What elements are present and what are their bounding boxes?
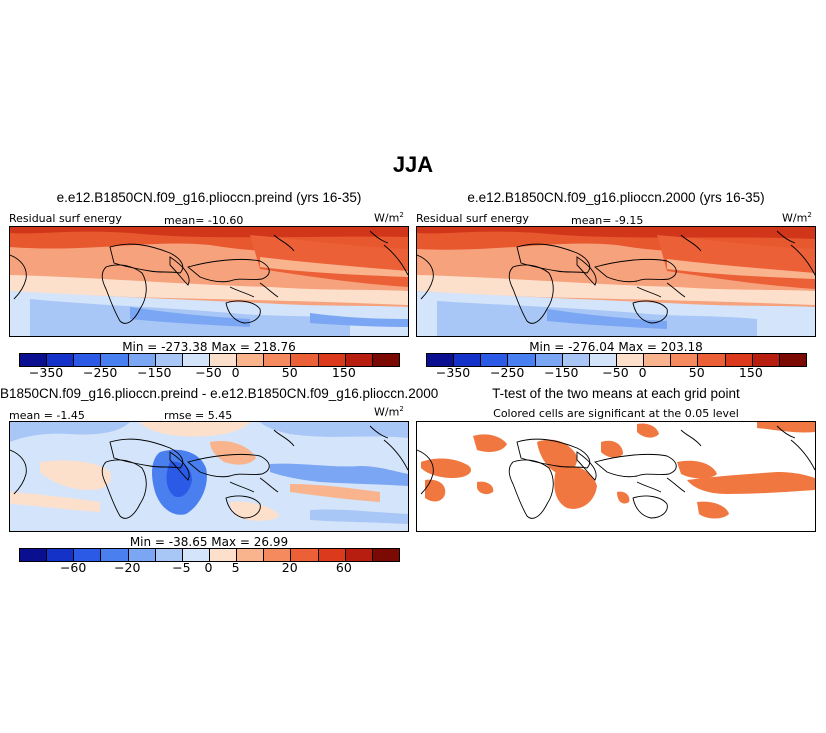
mean-label-top-right: mean= -9.15 — [571, 214, 644, 227]
colorbar-top-left-swatch — [318, 354, 346, 366]
colorbar-top-left-swatch — [291, 354, 319, 366]
colorbar-top-left-swatch — [128, 354, 156, 366]
colorbar-bottom-left-swatch — [182, 549, 210, 561]
colorbar-top-left-tick-label: 150 — [331, 365, 356, 380]
colorbar-top-left-swatch — [101, 354, 129, 366]
minmax-bottom-left: Min = -38.65 Max = 26.99 — [129, 535, 289, 549]
panel-subtitle-bottom-right: Colored cells are significant at the 0.0… — [493, 407, 739, 420]
colorbar-top-right-swatch — [725, 354, 753, 366]
colorbar-top-right-swatch — [562, 354, 590, 366]
map-top-left-field — [10, 227, 408, 336]
panel-title-top-left: e.e12.B1850CN.f09_g16.plioccn.preind (yr… — [56, 190, 362, 205]
colorbar-top-left-swatch — [264, 354, 292, 366]
colorbar-top-right-swatch — [508, 354, 536, 366]
main-title: JJA — [392, 152, 434, 177]
colorbar-bottom-left-swatch — [345, 549, 373, 561]
colorbar-top-right-swatch — [752, 354, 780, 366]
colorbar-top-right-swatch — [698, 354, 726, 366]
colorbar-top-left-tick-label: 50 — [281, 365, 298, 380]
colorbar-bottom-left-swatch — [318, 549, 346, 561]
mean-label-bottom-left: mean = -1.45 — [9, 409, 85, 422]
colorbar-top-right-swatch — [616, 354, 645, 366]
colorbar-top-right-tick-label: −250 — [490, 365, 525, 380]
colorbar-bottom-left-tick-label: 5 — [231, 560, 240, 575]
colorbar-bottom-left-swatch — [209, 549, 238, 561]
colorbar-bottom-left-swatch — [20, 549, 48, 561]
colorbar-top-left-swatch — [372, 354, 399, 366]
colorbar-top-left-tick-label: −50 — [195, 365, 222, 380]
colorbar-bottom-left-tick-label: 20 — [281, 560, 298, 575]
colorbar-top-right-swatch — [481, 354, 509, 366]
colorbar-bottom-left-tick-label: −5 — [172, 560, 191, 575]
colorbar-top-left-swatch — [209, 354, 238, 366]
colorbar-top-left-swatch — [182, 354, 210, 366]
map-top-right — [416, 226, 816, 337]
colorbar-top-left-swatch — [237, 354, 265, 366]
colorbar-top-right-tick-label: −350 — [435, 365, 471, 380]
colorbar-top-left-tick-label: 0 — [231, 365, 240, 380]
colorbar-top-right-ticks: −350 −250 −150 −50 0 50 150 — [426, 365, 807, 381]
panel-title-bottom-left: B1850CN.f09_g16.plioccn.preind - e.e12.B… — [0, 386, 439, 401]
colorbar-top-left-swatch — [74, 354, 102, 366]
colorbar-top-left-swatch — [20, 354, 48, 366]
colorbar-bottom-left-swatch — [291, 549, 319, 561]
colorbar-top-right-tick-label: 150 — [738, 365, 763, 380]
panel-title-top-right: e.e12.B1850CN.f09_g16.plioccn.2000 (yrs … — [467, 190, 765, 205]
colorbar-bottom-left-tick-label: 0 — [204, 560, 213, 575]
colorbar-top-left — [19, 353, 400, 367]
colorbar-bottom-left-tick-label: −20 — [114, 560, 141, 575]
minmax-top-right: Min = -276.04 Max = 203.18 — [529, 340, 703, 354]
map-top-right-field — [417, 227, 815, 336]
colorbar-top-right-tick-label: 50 — [688, 365, 705, 380]
mean-label-top-left: mean= -10.60 — [164, 214, 244, 227]
colorbar-top-left-tick-label: −150 — [137, 365, 172, 380]
units-label-bottom-left: W/m2 — [374, 405, 404, 419]
colorbar-top-right-swatch — [779, 354, 806, 366]
colorbar-top-left-swatch — [47, 354, 75, 366]
colorbar-top-left-swatch — [345, 354, 373, 366]
colorbar-top-right-swatch — [589, 354, 617, 366]
colorbar-bottom-left-ticks: −60 −20 −5 0 5 20 60 — [19, 560, 400, 576]
colorbar-top-right-swatch — [535, 354, 563, 366]
colorbar-bottom-left-swatch — [128, 549, 156, 561]
units-label-top-left: W/m2 — [374, 211, 404, 225]
colorbar-top-right — [426, 353, 807, 367]
colorbar-bottom-left — [19, 548, 400, 562]
colorbar-top-right-swatch — [644, 354, 672, 366]
colorbar-top-right-tick-label: −150 — [544, 365, 579, 380]
colorbar-bottom-left-tick-label: −60 — [59, 560, 87, 575]
colorbar-top-right-swatch — [671, 354, 699, 366]
units-label-top-right: W/m2 — [782, 211, 812, 225]
colorbar-bottom-left-swatch — [155, 549, 183, 561]
rmse-label-bottom-left: rmse = 5.45 — [164, 409, 233, 422]
colorbar-bottom-left-swatch — [372, 549, 399, 561]
minmax-top-left: Min = -273.38 Max = 218.76 — [122, 340, 296, 354]
colorbar-top-right-tick-label: 0 — [638, 365, 647, 380]
colorbar-top-left-ticks: −350 −250 −150 −50 0 50 150 — [19, 365, 400, 381]
colorbar-top-right-tick-label: −50 — [602, 365, 629, 380]
colorbar-bottom-left-tick-label: 60 — [335, 560, 352, 575]
colorbar-bottom-left-swatch — [237, 549, 265, 561]
colorbar-bottom-left-swatch — [264, 549, 292, 561]
colorbar-top-left-swatch — [155, 354, 183, 366]
colorbar-bottom-left-swatch — [74, 549, 102, 561]
map-top-left — [9, 226, 409, 337]
colorbar-top-left-tick-label: −350 — [28, 365, 64, 380]
map-bottom-left — [9, 421, 409, 532]
map-bottom-left-field — [10, 422, 408, 531]
variable-label-top-right: Residual surf energy — [416, 212, 529, 225]
colorbar-bottom-left-swatch — [47, 549, 75, 561]
colorbar-bottom-left-swatch — [101, 549, 129, 561]
panel-title-bottom-right: T-test of the two means at each grid poi… — [492, 386, 740, 401]
colorbar-top-right-swatch — [427, 354, 455, 366]
map-bottom-right-field — [417, 422, 815, 519]
colorbar-top-left-tick-label: −250 — [83, 365, 118, 380]
variable-label-top-left: Residual surf energy — [9, 212, 122, 225]
colorbar-top-right-swatch — [454, 354, 482, 366]
map-bottom-right — [416, 421, 816, 532]
